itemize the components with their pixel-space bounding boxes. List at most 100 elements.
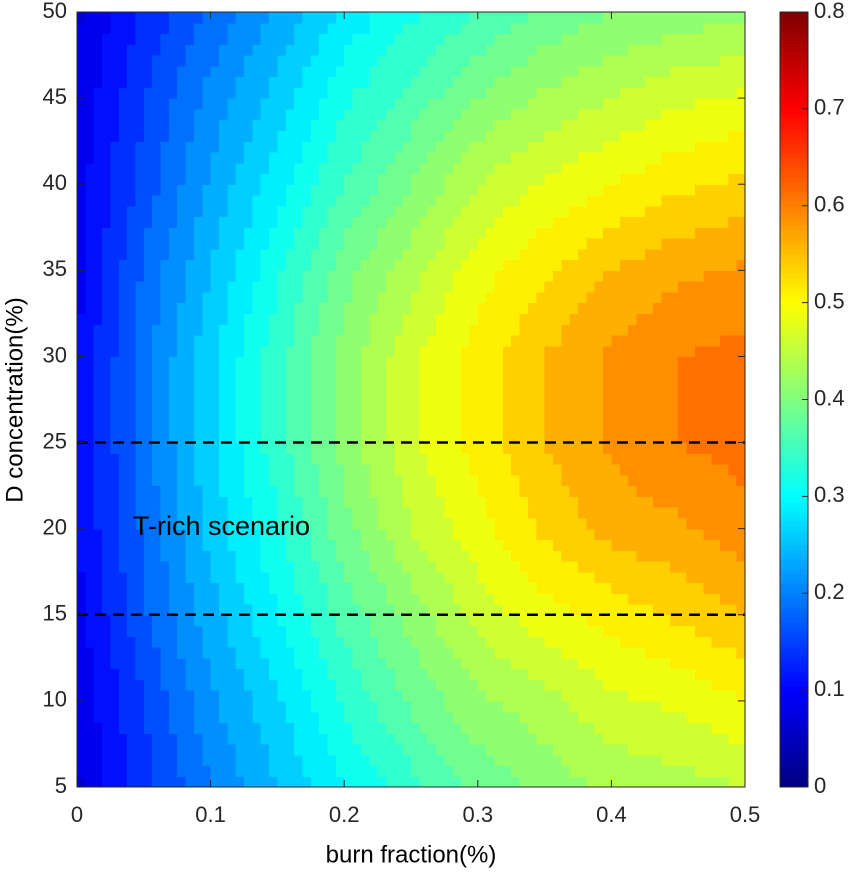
contour-cell	[411, 453, 420, 465]
contour-cell	[536, 496, 546, 508]
contour-cell	[427, 647, 437, 659]
contour-cell	[452, 194, 462, 207]
contour-cell	[469, 173, 479, 185]
contour-cell	[218, 130, 228, 142]
contour-cell	[193, 108, 203, 121]
contour-cell	[444, 700, 454, 713]
contour-cell	[385, 593, 395, 605]
contour-cell	[452, 205, 462, 218]
contour-cell	[285, 227, 295, 239]
contour-cell	[285, 173, 295, 185]
contour-cell	[385, 690, 395, 702]
contour-cell	[369, 108, 379, 121]
contour-cell	[352, 700, 362, 713]
contour-cell	[143, 184, 153, 196]
contour-cell	[294, 248, 304, 261]
contour-cell	[536, 711, 546, 724]
contour-cell	[694, 485, 704, 497]
contour-cell	[419, 345, 429, 358]
contour-cell	[461, 151, 471, 164]
contour-cell	[669, 324, 679, 336]
contour-cell	[118, 151, 128, 164]
contour-cell	[227, 668, 237, 680]
contour-cell	[327, 431, 337, 444]
contour-cell	[227, 528, 237, 541]
contour-cell	[644, 216, 654, 228]
contour-cell	[93, 151, 103, 164]
contour-cell	[461, 614, 471, 627]
contour-cell	[444, 560, 454, 573]
contour-cell	[519, 291, 529, 304]
contour-cell	[619, 216, 629, 228]
contour-cell	[736, 733, 746, 745]
contour-cell	[586, 679, 596, 691]
contour-cell	[402, 302, 412, 314]
contour-cell	[628, 679, 638, 691]
contour-cell	[619, 388, 629, 401]
contour-cell	[578, 474, 587, 487]
contour-cell	[294, 754, 304, 767]
contour-cell	[227, 173, 237, 185]
contour-cell	[185, 410, 195, 422]
contour-cell	[578, 334, 587, 347]
contour-cell	[244, 560, 253, 573]
contour-cell	[653, 528, 663, 541]
contour-cell	[152, 776, 162, 788]
contour-cell	[310, 571, 320, 584]
contour-cell	[135, 151, 145, 164]
contour-cell	[168, 141, 178, 153]
contour-cell	[310, 324, 320, 336]
contour-cell	[118, 464, 128, 476]
contour-cell	[235, 345, 245, 358]
contour-cell	[77, 151, 86, 164]
contour-cell	[611, 722, 621, 734]
contour-cell	[728, 604, 738, 616]
contour-cell	[519, 410, 529, 422]
contour-cell	[636, 679, 646, 691]
contour-cell	[252, 668, 262, 680]
contour-cell	[269, 754, 278, 767]
contour-cell	[669, 690, 679, 702]
contour-cell	[85, 668, 95, 680]
contour-cell	[686, 184, 696, 196]
contour-cell	[235, 194, 245, 207]
contour-cell	[402, 248, 412, 261]
contour-cell	[561, 560, 571, 573]
contour-cell	[260, 259, 270, 271]
contour-cell	[736, 474, 746, 487]
contour-cell	[377, 743, 387, 756]
contour-cell	[494, 625, 504, 637]
contour-cell	[527, 205, 537, 218]
contour-cell	[686, 464, 696, 476]
contour-cell	[294, 614, 304, 627]
contour-cell	[135, 356, 145, 368]
contour-cell	[477, 302, 487, 314]
contour-cell	[344, 367, 354, 379]
contour-cell	[578, 776, 587, 788]
contour-cell	[586, 496, 596, 508]
contour-cell	[93, 743, 103, 756]
contour-cell	[544, 464, 554, 476]
contour-cell	[335, 647, 345, 659]
contour-cell	[202, 281, 212, 293]
contour-cell	[728, 238, 738, 250]
contour-cell	[218, 259, 228, 271]
contour-cell	[193, 496, 203, 508]
contour-cell	[168, 184, 178, 196]
contour-cell	[619, 238, 629, 250]
contour-cell	[736, 248, 746, 261]
contour-cell	[477, 496, 487, 508]
contour-cell	[578, 571, 587, 584]
contour-cell	[469, 550, 479, 562]
contour-cell	[586, 560, 596, 573]
contour-cell	[319, 367, 329, 379]
contour-cell	[102, 539, 111, 551]
contour-cell	[152, 227, 162, 239]
contour-cell	[644, 679, 654, 691]
contour-cell	[419, 754, 429, 767]
contour-field	[77, 12, 746, 788]
contour-cell	[294, 765, 304, 777]
contour-cell	[319, 636, 329, 648]
contour-cell	[402, 550, 412, 562]
contour-cell	[703, 614, 713, 627]
